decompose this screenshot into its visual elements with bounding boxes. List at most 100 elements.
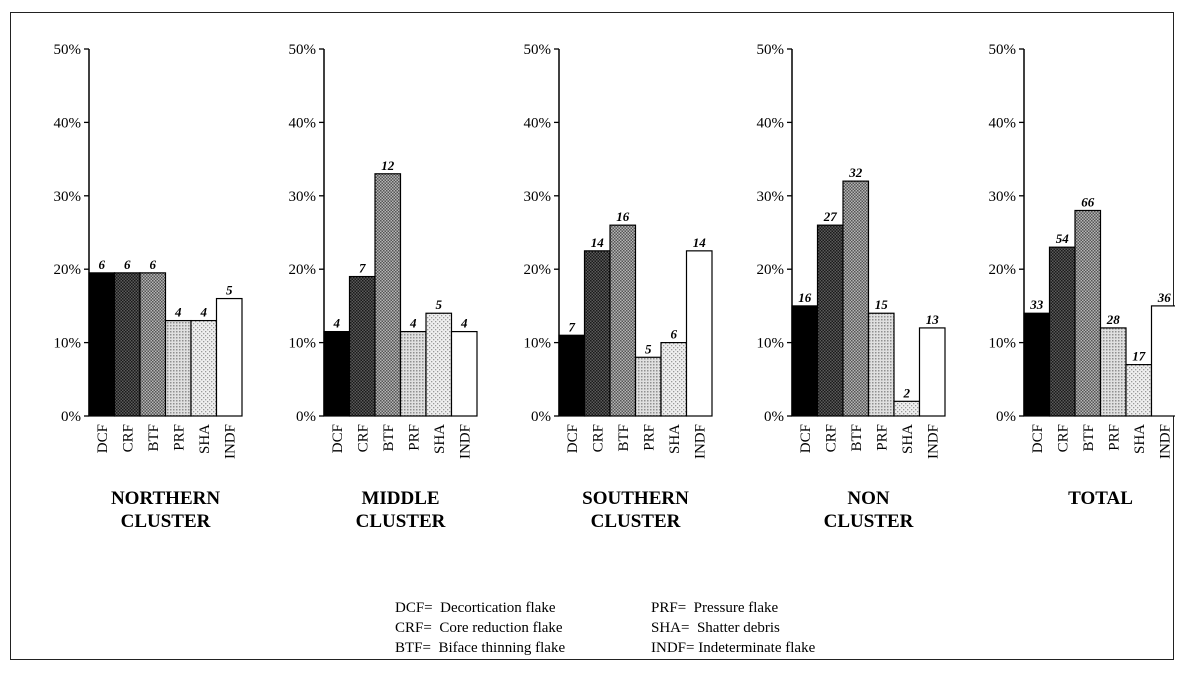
legend-column-2: PRF= Pressure flake SHA= Shatter debris …: [651, 599, 815, 659]
y-tick-label: 50%: [989, 42, 1017, 58]
panel-title: MIDDLE: [361, 488, 439, 509]
bar-prf: [399, 330, 427, 417]
data-label: 4: [409, 316, 417, 331]
legend-item-sha: SHA= Shatter debris: [651, 619, 815, 639]
category-label: SHA: [1132, 424, 1148, 454]
chart-panel-4: 0% 10% 20% 30% 40% 50% 16 DCF 27 CRF 32 BTF 15 PRF 2 SH…: [757, 42, 946, 532]
data-label: 66: [1081, 194, 1095, 209]
y-tick-label: 20%: [54, 262, 82, 278]
data-label: 5: [436, 297, 443, 312]
bar-btf: [374, 173, 402, 417]
legend-abbr: SHA=: [651, 620, 690, 636]
category-label: CRF: [590, 424, 606, 452]
legend-abbr: PRF=: [651, 600, 687, 616]
data-label: 16: [798, 290, 812, 305]
legend-abbr: BTF=: [395, 640, 431, 656]
y-tick-label: 0%: [996, 409, 1016, 425]
category-label: BTF: [146, 424, 162, 452]
legend-text: Biface thinning flake: [438, 640, 566, 656]
y-tick-label: 10%: [54, 336, 82, 352]
category-label: SHA: [197, 424, 213, 454]
data-label: 5: [645, 341, 652, 356]
data-label: 14: [693, 235, 707, 250]
y-tick-label: 40%: [54, 115, 82, 131]
y-tick-label: 50%: [524, 42, 552, 58]
data-label: 7: [359, 261, 366, 276]
data-label: 54: [1056, 231, 1070, 246]
bar-indf: [918, 327, 946, 417]
y-tick-label: 0%: [296, 409, 316, 425]
legend-text: Pressure flake: [693, 600, 779, 616]
y-tick-label: 40%: [989, 115, 1017, 131]
data-label: 6: [150, 257, 157, 272]
data-label: 6: [99, 257, 106, 272]
y-tick-label: 40%: [757, 115, 785, 131]
data-label: 36: [1157, 290, 1172, 305]
legend-column-1: DCF= Decortication flake CRF= Core reduc…: [395, 599, 565, 659]
data-label: 27: [823, 209, 838, 224]
legend-item-dcf: DCF= Decortication flake: [395, 599, 565, 619]
category-label: CRF: [823, 424, 839, 452]
category-label: PRF: [406, 424, 422, 451]
y-tick-label: 0%: [764, 409, 784, 425]
legend-text: Decortication flake: [440, 600, 556, 616]
category-label: INDF: [925, 424, 941, 459]
category-label: INDF: [222, 424, 238, 459]
legend-abbr: CRF=: [395, 620, 432, 636]
legend-abbr: DCF=: [395, 600, 433, 616]
y-tick-label: 10%: [524, 336, 552, 352]
category-label: BTF: [849, 424, 865, 452]
panel-title: CLUSTER: [824, 511, 914, 532]
y-tick-label: 10%: [289, 336, 317, 352]
data-label: 33: [1029, 297, 1044, 312]
legend-text: Core reduction flake: [439, 620, 563, 636]
y-tick-label: 40%: [524, 115, 552, 131]
y-tick-label: 30%: [757, 189, 785, 205]
category-label: DCF: [95, 424, 111, 453]
y-tick-label: 40%: [289, 115, 317, 131]
panel-title: CLUSTER: [591, 511, 681, 532]
y-tick-label: 20%: [524, 262, 552, 278]
panel-title: NON: [847, 488, 890, 509]
y-tick-label: 10%: [989, 336, 1017, 352]
y-tick-label: 20%: [289, 262, 317, 278]
y-tick-label: 20%: [989, 262, 1017, 278]
bar-prf: [1099, 327, 1127, 417]
category-label: PRF: [874, 424, 890, 451]
legend-item-indf: INDF= Indeterminate flake: [651, 639, 815, 659]
bar-btf: [1074, 209, 1102, 417]
category-label: BTF: [381, 424, 397, 452]
bar-crf: [583, 250, 611, 417]
y-tick-label: 30%: [289, 189, 317, 205]
panel-title: CLUSTER: [356, 511, 446, 532]
data-label: 32: [848, 165, 863, 180]
bar-btf: [842, 180, 870, 417]
chart-panel-3: 0% 10% 20% 30% 40% 50% 7 DCF 14 CRF 16 BTF 5 PRF 6 SHA 1…: [524, 42, 713, 532]
y-tick-label: 50%: [289, 42, 317, 58]
data-label: 2: [903, 385, 911, 400]
bar-indf: [215, 297, 243, 417]
category-label: PRF: [641, 424, 657, 451]
category-label: BTF: [1081, 424, 1097, 452]
bar-sha: [1125, 364, 1153, 417]
category-label: DCF: [330, 424, 346, 453]
panel-title: CLUSTER: [121, 511, 211, 532]
category-label: CRF: [355, 424, 371, 452]
data-label: 14: [591, 235, 605, 250]
bar-sha: [660, 342, 688, 417]
bar-sha: [190, 319, 218, 417]
category-label: BTF: [616, 424, 632, 452]
data-label: 16: [616, 209, 630, 224]
bar-crf: [816, 224, 844, 417]
bar-crf: [113, 272, 141, 417]
bar-prf: [164, 319, 192, 417]
category-label: INDF: [692, 424, 708, 459]
bar-btf: [609, 224, 637, 417]
data-label: 6: [671, 327, 678, 342]
data-label: 15: [875, 297, 889, 312]
y-tick-label: 20%: [757, 262, 785, 278]
legend-text: Indeterminate flake: [698, 640, 816, 656]
category-label: DCF: [798, 424, 814, 453]
data-label: 12: [381, 158, 395, 173]
category-label: DCF: [565, 424, 581, 453]
